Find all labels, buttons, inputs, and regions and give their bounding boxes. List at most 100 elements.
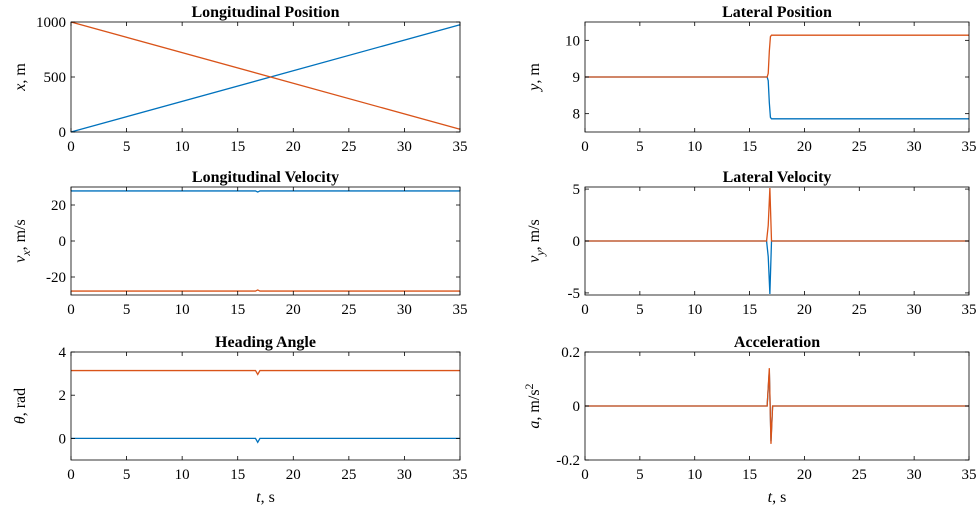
series-line-2 xyxy=(70,21,461,130)
subplot-2: 0 5 10 15 20 25 30 35 8 9 10 Lateral Position y, m xyxy=(526,4,977,155)
x-tick-label: 0 xyxy=(581,302,589,318)
series-line-1 xyxy=(585,240,969,294)
series-line-1 xyxy=(70,24,461,133)
subplot-title: Longitudinal Position xyxy=(191,4,339,21)
x-tick-label: 30 xyxy=(397,467,412,483)
x-tick-label: 10 xyxy=(175,302,190,318)
y-axis-label: y, m xyxy=(526,63,543,93)
y-tick-label: 2 xyxy=(59,388,67,404)
subplot-title: Heading Angle xyxy=(215,334,316,351)
x-tick-label: 30 xyxy=(907,302,922,318)
x-tick-label: 10 xyxy=(687,467,702,483)
y-tick-label: 9 xyxy=(573,70,581,86)
x-tick-label: 5 xyxy=(123,302,131,318)
x-tick-label: 5 xyxy=(636,467,644,483)
x-tick-label: 25 xyxy=(852,302,867,318)
subplot-title: Lateral Velocity xyxy=(723,169,832,186)
x-tick-label: 0 xyxy=(67,302,75,318)
x-tick-label: 30 xyxy=(907,139,922,155)
x-tick-label: 30 xyxy=(397,139,412,155)
series-line-1 xyxy=(71,437,460,444)
y-tick-label: 0 xyxy=(573,399,581,415)
x-tick-label: 35 xyxy=(453,467,468,483)
x-tick-label: 20 xyxy=(286,302,301,318)
x-tick-label: 0 xyxy=(581,139,589,155)
y-tick-label: 20 xyxy=(51,198,66,214)
x-tick-label: 35 xyxy=(453,302,468,318)
y-axis-label: vy, m/s xyxy=(526,219,547,263)
y-tick-label: 0 xyxy=(59,234,67,250)
y-tick-label: -20 xyxy=(46,270,66,286)
y-tick-label: -0.2 xyxy=(556,453,580,469)
series-line-2 xyxy=(585,368,969,444)
x-tick-label: 20 xyxy=(286,139,301,155)
y-tick-label: 0 xyxy=(573,234,581,250)
x-tick-label: 30 xyxy=(907,467,922,483)
x-tick-label: 20 xyxy=(286,467,301,483)
axes-frame xyxy=(70,351,461,461)
x-tick-label: 5 xyxy=(636,139,644,155)
x-tick-label: 35 xyxy=(453,139,468,155)
subplot-5: 0 5 10 15 20 25 30 35 0 2 4 Heading Angle θ, rad xyxy=(12,334,468,483)
subplot-title: Lateral Position xyxy=(722,4,832,21)
subplot-1: 0 5 10 15 20 25 30 35 0 500 1000 Longitudinal Posit… xyxy=(12,4,468,155)
x-tick-label: 20 xyxy=(797,467,812,483)
y-tick-label: -5 xyxy=(568,286,581,302)
y-tick-label: 0.2 xyxy=(561,345,580,361)
x-tick-label: 10 xyxy=(687,139,702,155)
y-tick-label: 5 xyxy=(573,182,581,198)
series-line-1 xyxy=(585,76,969,120)
subplot-title: Longitudinal Velocity xyxy=(192,169,339,186)
y-tick-label: 500 xyxy=(44,70,67,86)
y-tick-label: 1000 xyxy=(36,15,66,31)
x-tick-label: 15 xyxy=(230,302,245,318)
x-axis-label: t, s xyxy=(768,489,787,506)
y-tick-label: 4 xyxy=(59,345,67,361)
y-axis-label: vx, m/s xyxy=(12,219,33,263)
y-axis-label: θ, rad xyxy=(12,388,29,424)
x-tick-label: 5 xyxy=(636,302,644,318)
x-tick-label: 15 xyxy=(230,139,245,155)
x-tick-label: 35 xyxy=(962,467,977,483)
y-tick-label: 0 xyxy=(59,125,67,141)
x-tick-label: 15 xyxy=(230,467,245,483)
x-tick-label: 10 xyxy=(687,302,702,318)
series-line-1 xyxy=(71,190,460,193)
x-tick-label: 15 xyxy=(742,467,757,483)
x-tick-label: 20 xyxy=(797,302,812,318)
x-tick-label: 25 xyxy=(341,467,356,483)
x-tick-label: 5 xyxy=(123,139,131,155)
x-tick-label: 0 xyxy=(67,467,75,483)
x-tick-label: 25 xyxy=(341,139,356,155)
x-tick-label: 15 xyxy=(742,302,757,318)
series-line-2 xyxy=(585,188,969,242)
x-tick-label: 15 xyxy=(742,139,757,155)
x-tick-label: 25 xyxy=(341,302,356,318)
y-axis-label: x, m xyxy=(12,63,29,92)
x-tick-label: 0 xyxy=(581,467,589,483)
series-line-2 xyxy=(71,289,460,292)
y-tick-label: 0 xyxy=(59,431,67,447)
axes-frame xyxy=(70,186,461,296)
x-tick-label: 5 xyxy=(123,467,131,483)
x-tick-label: 35 xyxy=(962,302,977,318)
y-tick-label: 10 xyxy=(565,33,580,49)
x-tick-label: 20 xyxy=(797,139,812,155)
series-line-2 xyxy=(71,369,460,376)
x-tick-label: 0 xyxy=(67,139,75,155)
x-axis-label: t, s xyxy=(256,489,275,506)
x-tick-label: 10 xyxy=(175,139,190,155)
x-tick-label: 35 xyxy=(962,139,977,155)
x-tick-label: 25 xyxy=(852,139,867,155)
x-tick-label: 30 xyxy=(397,302,412,318)
x-tick-label: 10 xyxy=(175,467,190,483)
series-line-2 xyxy=(585,34,969,78)
y-tick-label: 8 xyxy=(573,107,581,123)
x-tick-label: 25 xyxy=(852,467,867,483)
subplot-title: Acceleration xyxy=(734,334,820,351)
y-axis-label: a, m/s2 xyxy=(522,383,543,428)
